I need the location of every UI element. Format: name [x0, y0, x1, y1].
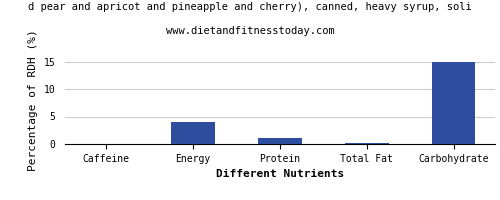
X-axis label: Different Nutrients: Different Nutrients: [216, 169, 344, 179]
Text: d pear and apricot and pineapple and cherry), canned, heavy syrup, soli: d pear and apricot and pineapple and che…: [28, 2, 472, 12]
Bar: [432, 62, 476, 144]
Y-axis label: Percentage of RDH (%): Percentage of RDH (%): [28, 29, 38, 171]
Bar: [258, 138, 302, 144]
Text: www.dietandfitnesstoday.com: www.dietandfitnesstoday.com: [166, 26, 334, 36]
Bar: [172, 122, 215, 144]
Bar: [345, 143, 389, 144]
